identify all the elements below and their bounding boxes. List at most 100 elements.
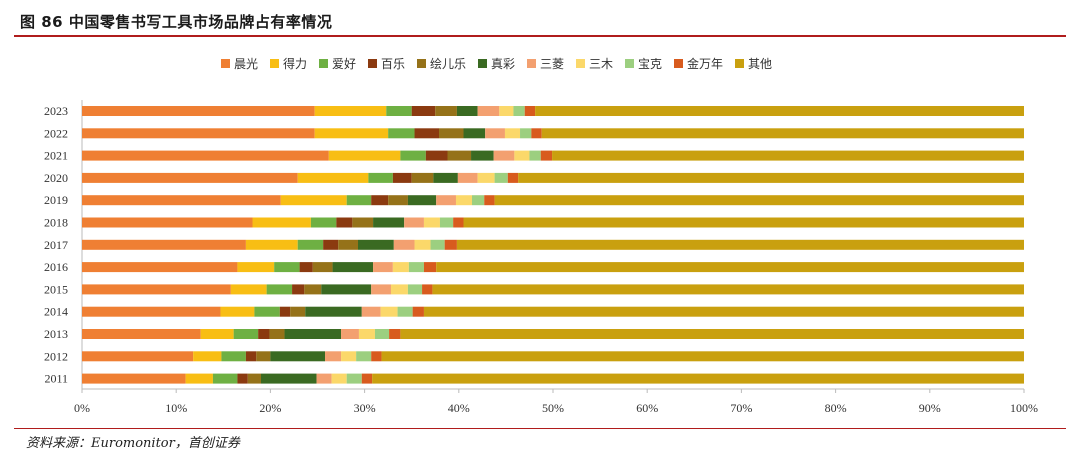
bar-segment — [221, 351, 246, 362]
bar-segment — [290, 306, 306, 317]
legend-swatch — [270, 59, 279, 68]
legend-item: 晨光 — [221, 57, 258, 71]
legend-swatch — [417, 59, 426, 68]
legend-swatch — [368, 59, 377, 68]
bar-segment — [477, 106, 500, 116]
bar-row — [82, 217, 1024, 228]
y-tick-label: 2017 — [44, 238, 68, 252]
source-rule — [14, 428, 1066, 429]
bar-segment — [270, 351, 326, 362]
bar-segment — [368, 172, 393, 183]
x-tick-label: 20% — [259, 401, 281, 415]
bar-segment — [436, 262, 1024, 273]
bar-segment — [316, 373, 332, 384]
bar-segment — [540, 150, 553, 161]
legend-swatch — [625, 59, 634, 68]
legend-label: 绘儿乐 — [430, 56, 466, 71]
y-tick-label: 2015 — [44, 282, 68, 296]
y-tick-label: 2022 — [44, 126, 68, 140]
bar-segment — [433, 172, 458, 183]
title-bar: 图 86 中国零售书写工具市场品牌占有率情况 — [14, 8, 1066, 37]
bar-segment — [371, 284, 391, 295]
bar-segment — [373, 217, 405, 228]
bar-segment — [414, 239, 431, 250]
x-tick-label: 100% — [1010, 401, 1038, 415]
bar-segment — [82, 284, 231, 295]
bar-segment — [233, 329, 259, 339]
y-tick-label: 2016 — [44, 260, 68, 274]
bar-segment — [82, 351, 194, 362]
y-tick-label: 2014 — [44, 305, 68, 319]
legend-label: 爱好 — [332, 57, 356, 71]
y-tick-label: 2011 — [44, 372, 68, 386]
bar-row — [82, 150, 1024, 161]
bar-segment — [400, 329, 1024, 339]
bar-segment — [444, 239, 457, 250]
legend-item: 三木 — [576, 57, 613, 71]
bar-segment — [471, 195, 485, 206]
bar-segment — [193, 351, 222, 362]
bar-segment — [356, 351, 372, 362]
legend-swatch — [735, 59, 744, 68]
bar-segment — [463, 128, 486, 139]
bar-segment — [212, 373, 238, 384]
bar-segment — [407, 195, 437, 206]
bar-segment — [485, 128, 505, 139]
y-axis-labels: 2023 2022 2021 2020 2019 2018 2017 2016 2015 2014… — [44, 104, 68, 386]
bar-row — [82, 106, 1024, 116]
bar-segment — [252, 217, 311, 228]
bar-segment — [358, 239, 394, 250]
bar-segment — [299, 262, 313, 273]
bar-segment — [314, 128, 389, 139]
bar-segment — [266, 284, 293, 295]
bar-segment — [430, 239, 445, 250]
bar-segment — [447, 150, 472, 161]
bar-segment — [423, 262, 437, 273]
legend-label: 百乐 — [381, 57, 405, 71]
bar-segment — [314, 106, 387, 116]
x-tick-label: 60% — [636, 401, 658, 415]
bar-row — [82, 373, 1024, 384]
bar-segment — [388, 128, 415, 139]
bar-segment — [412, 306, 424, 317]
bar-segment — [274, 262, 300, 273]
bar-segment — [423, 306, 1024, 317]
bar-segment — [504, 128, 521, 139]
bar-segment — [336, 217, 353, 228]
bar-segment — [82, 329, 201, 339]
bar-segment — [372, 373, 1024, 384]
bar-segment — [82, 172, 298, 183]
bar-segment — [374, 329, 390, 339]
y-tick-label: 2018 — [44, 216, 68, 230]
legend-label: 得力 — [283, 56, 307, 71]
bar-segment — [541, 128, 1024, 139]
bar-segment — [408, 262, 424, 273]
legend-swatch — [527, 59, 536, 68]
bar-segment — [507, 172, 519, 183]
bar-segment — [531, 128, 542, 139]
bar-segment — [455, 195, 472, 206]
y-tick-label: 2019 — [44, 193, 68, 207]
bar-segment — [535, 106, 1024, 116]
bar-segment — [297, 239, 324, 250]
bar-segment — [269, 329, 285, 339]
bar-segment — [325, 351, 342, 362]
bar-segment — [237, 262, 275, 273]
x-tick-label: 50% — [542, 401, 564, 415]
bar-segment — [321, 284, 372, 295]
bar-segment — [304, 284, 322, 295]
bar-segment — [328, 150, 401, 161]
legend-item: 绘儿乐 — [417, 56, 466, 71]
y-tick-label: 2012 — [44, 349, 68, 363]
bar-segment — [280, 195, 347, 206]
bar-segment — [435, 106, 457, 116]
bar-segment — [312, 262, 333, 273]
x-axis-labels: 0% 10% 20% 30% 40% 50% 60% 70% 80% 90% 100% — [74, 389, 1038, 415]
x-tick-label: 70% — [730, 401, 752, 415]
bar-segment — [254, 306, 280, 317]
legend-swatch — [478, 59, 487, 68]
bar-segment — [297, 172, 369, 183]
bar-segment — [439, 217, 454, 228]
bar-segment — [361, 306, 381, 317]
x-tick-label: 80% — [825, 401, 847, 415]
